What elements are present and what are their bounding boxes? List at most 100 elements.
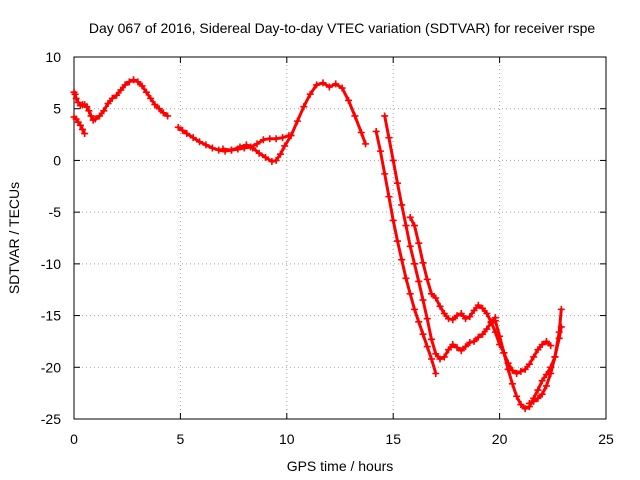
series-line <box>408 215 553 375</box>
y-tick-label: -5 <box>49 204 62 220</box>
data-point <box>525 360 533 368</box>
series-5 <box>372 127 440 377</box>
data-point <box>534 386 542 394</box>
data-point <box>262 153 270 161</box>
data-point <box>227 146 235 154</box>
data-point <box>534 346 542 354</box>
x-tick-label: 0 <box>70 431 78 447</box>
series-9 <box>525 305 565 407</box>
data-point <box>432 369 440 377</box>
y-tick-label: 5 <box>53 101 61 117</box>
series-6 <box>381 112 499 363</box>
y-tick-label: 0 <box>53 152 61 168</box>
data-point <box>208 144 216 152</box>
data-point <box>415 277 423 285</box>
series-line <box>374 130 438 375</box>
data-point <box>496 332 504 340</box>
series-line <box>72 78 170 122</box>
data-point <box>517 401 525 409</box>
data-point <box>300 103 308 111</box>
data-point <box>85 107 93 115</box>
data-point <box>534 394 542 402</box>
x-tick-label: 20 <box>492 431 508 447</box>
data-point <box>155 105 163 113</box>
data-point <box>474 301 482 309</box>
series-2 <box>70 113 89 138</box>
data-point <box>393 237 401 245</box>
data-point <box>508 380 516 388</box>
data-point <box>338 84 346 92</box>
data-point <box>104 100 112 108</box>
data-point <box>406 213 414 221</box>
data-point <box>547 342 555 350</box>
data-point <box>462 315 470 323</box>
data-point <box>419 330 427 338</box>
data-point <box>281 142 289 150</box>
y-tick-label: -20 <box>41 359 61 375</box>
y-tick-label: -25 <box>41 411 61 427</box>
data-point <box>164 112 172 120</box>
data-point <box>351 112 359 120</box>
data-point <box>432 350 440 358</box>
data-point <box>402 274 410 282</box>
data-point <box>255 149 263 157</box>
data-point <box>423 275 431 283</box>
data-point <box>538 390 546 398</box>
data-point <box>470 337 478 345</box>
data-point <box>462 343 470 351</box>
data-point <box>551 353 559 361</box>
data-point <box>440 353 448 361</box>
data-point <box>100 107 108 115</box>
data-point <box>376 147 384 155</box>
data-point <box>272 135 280 143</box>
data-point <box>147 94 155 102</box>
data-point <box>538 341 546 349</box>
data-point <box>487 318 495 326</box>
data-point <box>415 239 423 247</box>
data-point <box>202 141 210 149</box>
data-point <box>113 91 121 99</box>
data-point <box>513 392 521 400</box>
data-point <box>542 337 550 345</box>
axis-ticks: 0 5 10 15 20 25 -25 -20 -15 -10 -5 0 5 10 <box>41 49 614 447</box>
data-point <box>483 325 491 333</box>
data-point <box>125 78 133 86</box>
data-point <box>508 366 516 374</box>
data-point <box>253 140 261 148</box>
data-point <box>266 135 274 143</box>
data-point <box>449 341 457 349</box>
series-line <box>383 114 497 361</box>
data-point <box>362 140 370 148</box>
data-point <box>402 222 410 230</box>
data-point <box>470 306 478 314</box>
series-1 <box>70 76 172 124</box>
data-point <box>513 369 521 377</box>
data-point <box>179 126 187 134</box>
data-point <box>453 312 461 320</box>
x-axis-label: GPS time / hours <box>287 458 394 474</box>
data-point <box>538 377 546 385</box>
data-point <box>345 96 353 104</box>
series-4 <box>219 79 370 165</box>
data-point <box>142 88 150 96</box>
data-point <box>71 90 79 98</box>
data-point <box>83 103 91 111</box>
data-point <box>423 315 431 323</box>
data-point <box>479 330 487 338</box>
data-point <box>319 79 327 87</box>
data-point <box>138 82 146 90</box>
data-point <box>389 156 397 164</box>
x-tick-label: 10 <box>279 431 295 447</box>
data-point <box>389 216 397 224</box>
data-point <box>81 130 89 138</box>
data-point <box>410 222 418 230</box>
data-point <box>72 94 80 102</box>
data-point <box>445 315 453 323</box>
data-point <box>457 310 465 318</box>
x-tick-label: 5 <box>177 431 185 447</box>
data-point <box>76 121 84 129</box>
data-point <box>130 76 138 84</box>
data-point <box>219 145 227 153</box>
data-point <box>196 138 204 146</box>
